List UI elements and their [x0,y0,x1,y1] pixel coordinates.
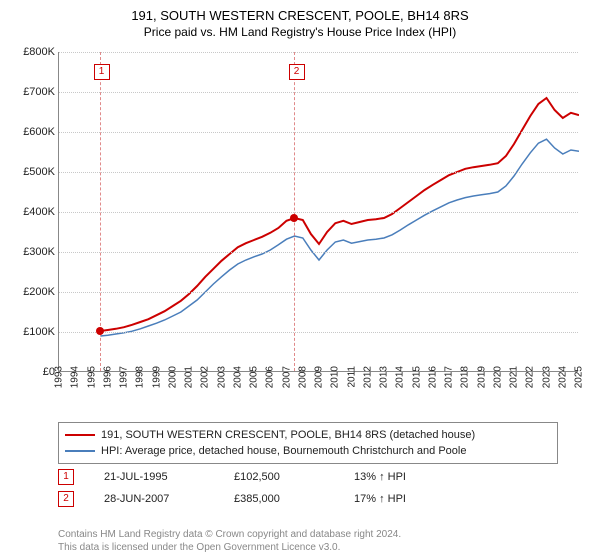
sale-point [290,214,298,222]
x-tick-label: 1999 [151,366,162,388]
event-marker: 1 [94,64,110,80]
y-tick-label: £500K [7,166,55,178]
x-tick-label: 2004 [232,366,243,388]
y-tick-label: £300K [7,246,55,258]
x-tick-label: 1996 [102,366,113,388]
x-tick-label: 2012 [362,366,373,388]
chart-area: £0£100K£200K£300K£400K£500K£600K£700K£80… [58,52,578,392]
chart-title: 191, SOUTH WESTERN CRESCENT, POOLE, BH14… [0,8,600,23]
x-tick-label: 2008 [297,366,308,388]
legend-label: 191, SOUTH WESTERN CRESCENT, POOLE, BH14… [101,427,475,443]
plot-region: £0£100K£200K£300K£400K£500K£600K£700K£80… [58,52,578,372]
x-tick-label: 2005 [249,366,260,388]
x-tick-label: 1993 [54,366,65,388]
event-vline [294,52,295,371]
transaction-delta: 17% ↑ HPI [354,493,406,505]
chart-subtitle: Price paid vs. HM Land Registry's House … [0,25,600,39]
footer-attribution: Contains HM Land Registry data © Crown c… [58,528,401,554]
gridline [59,132,578,133]
gridline [59,332,578,333]
x-tick-label: 2021 [509,366,520,388]
x-tick-label: 2017 [444,366,455,388]
x-tick-label: 2020 [492,366,503,388]
y-tick-label: £100K [7,326,55,338]
transaction-marker: 2 [58,491,74,507]
gridline [59,52,578,53]
x-tick-label: 2009 [314,366,325,388]
x-tick-label: 2003 [216,366,227,388]
x-tick-label: 2025 [574,366,585,388]
transaction-row: 2 28-JUN-2007 £385,000 17% ↑ HPI [58,488,406,510]
x-tick-label: 1994 [70,366,81,388]
y-tick-label: £700K [7,86,55,98]
gridline [59,172,578,173]
x-tick-label: 2011 [346,366,357,388]
x-tick-label: 2019 [476,366,487,388]
x-tick-label: 1997 [119,366,130,388]
gridline [59,252,578,253]
transaction-date: 28-JUN-2007 [104,493,204,505]
legend-item: 191, SOUTH WESTERN CRESCENT, POOLE, BH14… [65,427,551,443]
y-tick-label: £600K [7,126,55,138]
y-tick-label: £0 [7,366,55,378]
x-tick-label: 2010 [330,366,341,388]
gridline [59,292,578,293]
x-tick-label: 2018 [460,366,471,388]
x-tick-label: 2016 [427,366,438,388]
x-tick-label: 2024 [557,366,568,388]
y-tick-label: £400K [7,206,55,218]
x-tick-label: 2015 [411,366,422,388]
x-tick-label: 2002 [200,366,211,388]
x-tick-label: 2023 [541,366,552,388]
x-tick-label: 2000 [167,366,178,388]
x-tick-label: 2006 [265,366,276,388]
x-tick-label: 2022 [525,366,536,388]
x-tick-label: 1998 [135,366,146,388]
y-tick-label: £800K [7,46,55,58]
x-tick-label: 2007 [281,366,292,388]
title-block: 191, SOUTH WESTERN CRESCENT, POOLE, BH14… [0,0,600,39]
event-marker: 2 [289,64,305,80]
footer-line: Contains HM Land Registry data © Crown c… [58,528,401,541]
x-tick-label: 2001 [184,366,195,388]
transaction-price: £385,000 [234,493,324,505]
gridline [59,92,578,93]
legend: 191, SOUTH WESTERN CRESCENT, POOLE, BH14… [58,422,558,464]
chart-container: 191, SOUTH WESTERN CRESCENT, POOLE, BH14… [0,0,600,560]
legend-label: HPI: Average price, detached house, Bour… [101,443,466,459]
gridline [59,212,578,213]
sale-point [96,327,104,335]
legend-item: HPI: Average price, detached house, Bour… [65,443,551,459]
transaction-marker: 1 [58,469,74,485]
footer-line: This data is licensed under the Open Gov… [58,541,401,554]
x-tick-label: 2013 [379,366,390,388]
y-tick-label: £200K [7,286,55,298]
transaction-price: £102,500 [234,471,324,483]
x-tick-label: 2014 [395,366,406,388]
x-tick-label: 1995 [86,366,97,388]
transaction-row: 1 21-JUL-1995 £102,500 13% ↑ HPI [58,466,406,488]
transaction-date: 21-JUL-1995 [104,471,204,483]
legend-swatch [65,434,95,436]
legend-swatch [65,450,95,452]
event-vline [100,52,101,371]
transaction-delta: 13% ↑ HPI [354,471,406,483]
transaction-table: 1 21-JUL-1995 £102,500 13% ↑ HPI 2 28-JUN-200… [58,466,406,510]
